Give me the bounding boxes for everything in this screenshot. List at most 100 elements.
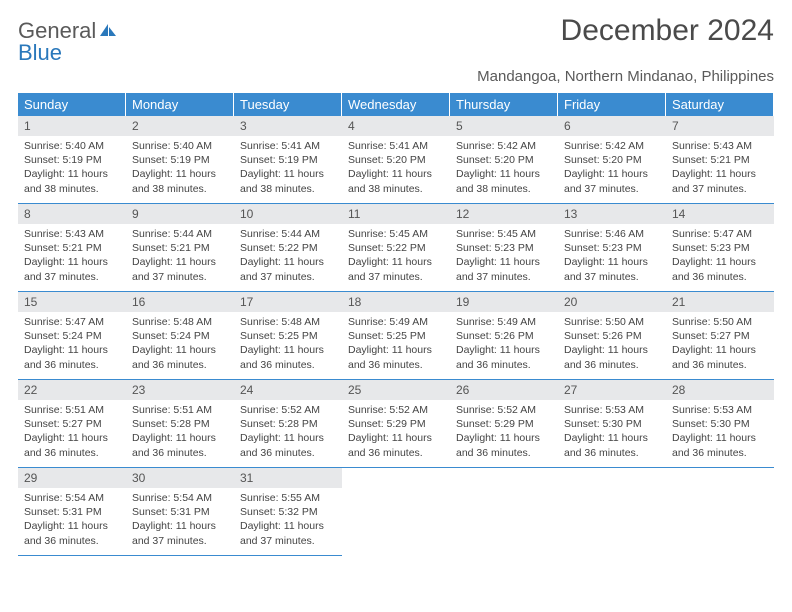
day-number: 19 [450,292,558,312]
calendar-cell: 15Sunrise: 5:47 AMSunset: 5:24 PMDayligh… [18,292,126,380]
sunrise-line: Sunrise: 5:49 AM [456,315,552,329]
sunset-line: Sunset: 5:19 PM [240,153,336,167]
sunrise-line: Sunrise: 5:52 AM [240,403,336,417]
day-details: Sunrise: 5:49 AMSunset: 5:25 PMDaylight:… [342,312,450,378]
sunrise-line: Sunrise: 5:40 AM [132,139,228,153]
day-number: 23 [126,380,234,400]
day-details: Sunrise: 5:53 AMSunset: 5:30 PMDaylight:… [666,400,774,466]
sunrise-line: Sunrise: 5:42 AM [456,139,552,153]
day-details: Sunrise: 5:42 AMSunset: 5:20 PMDaylight:… [558,136,666,202]
day-details: Sunrise: 5:43 AMSunset: 5:21 PMDaylight:… [18,224,126,290]
day-details: Sunrise: 5:54 AMSunset: 5:31 PMDaylight:… [18,488,126,554]
sunrise-line: Sunrise: 5:51 AM [24,403,120,417]
weekday-header: Saturday [666,93,774,116]
daylight-line: Daylight: 11 hours and 36 minutes. [240,343,336,371]
sunset-line: Sunset: 5:23 PM [456,241,552,255]
day-details: Sunrise: 5:46 AMSunset: 5:23 PMDaylight:… [558,224,666,290]
calendar-cell: 6Sunrise: 5:42 AMSunset: 5:20 PMDaylight… [558,116,666,204]
daylight-line: Daylight: 11 hours and 38 minutes. [348,167,444,195]
calendar-cell: 5Sunrise: 5:42 AMSunset: 5:20 PMDaylight… [450,116,558,204]
day-number: 11 [342,204,450,224]
sunset-line: Sunset: 5:21 PM [24,241,120,255]
day-number: 18 [342,292,450,312]
day-number: 22 [18,380,126,400]
calendar-cell: 30Sunrise: 5:54 AMSunset: 5:31 PMDayligh… [126,468,234,556]
calendar-cell: 1Sunrise: 5:40 AMSunset: 5:19 PMDaylight… [18,116,126,204]
day-number: 20 [558,292,666,312]
page-subtitle: Mandangoa, Northern Mindanao, Philippine… [18,68,774,85]
sunrise-line: Sunrise: 5:54 AM [24,491,120,505]
day-number: 27 [558,380,666,400]
sunrise-line: Sunrise: 5:48 AM [132,315,228,329]
sunset-line: Sunset: 5:29 PM [456,417,552,431]
calendar-cell: 19Sunrise: 5:49 AMSunset: 5:26 PMDayligh… [450,292,558,380]
sunset-line: Sunset: 5:20 PM [348,153,444,167]
daylight-line: Daylight: 11 hours and 37 minutes. [132,255,228,283]
sunset-line: Sunset: 5:31 PM [132,505,228,519]
sunrise-line: Sunrise: 5:41 AM [240,139,336,153]
brand-logo: General Blue [18,20,118,64]
sunset-line: Sunset: 5:28 PM [240,417,336,431]
sunset-line: Sunset: 5:25 PM [240,329,336,343]
day-number: 29 [18,468,126,488]
calendar-cell: 3Sunrise: 5:41 AMSunset: 5:19 PMDaylight… [234,116,342,204]
weekday-header: Tuesday [234,93,342,116]
calendar-cell-empty [342,468,450,556]
day-number: 21 [666,292,774,312]
day-details: Sunrise: 5:47 AMSunset: 5:23 PMDaylight:… [666,224,774,290]
sunrise-line: Sunrise: 5:51 AM [132,403,228,417]
weekday-header: Thursday [450,93,558,116]
daylight-line: Daylight: 11 hours and 36 minutes. [24,519,120,547]
day-number: 1 [18,116,126,136]
day-details: Sunrise: 5:55 AMSunset: 5:32 PMDaylight:… [234,488,342,554]
calendar-cell: 28Sunrise: 5:53 AMSunset: 5:30 PMDayligh… [666,380,774,468]
sunrise-line: Sunrise: 5:41 AM [348,139,444,153]
day-number: 3 [234,116,342,136]
calendar-cell-empty [558,468,666,556]
daylight-line: Daylight: 11 hours and 36 minutes. [132,431,228,459]
sunset-line: Sunset: 5:21 PM [132,241,228,255]
daylight-line: Daylight: 11 hours and 36 minutes. [348,431,444,459]
day-number: 8 [18,204,126,224]
sunset-line: Sunset: 5:28 PM [132,417,228,431]
calendar-cell: 26Sunrise: 5:52 AMSunset: 5:29 PMDayligh… [450,380,558,468]
sunset-line: Sunset: 5:20 PM [564,153,660,167]
day-number: 15 [18,292,126,312]
sunset-line: Sunset: 5:30 PM [672,417,768,431]
sunrise-line: Sunrise: 5:54 AM [132,491,228,505]
sunset-line: Sunset: 5:21 PM [672,153,768,167]
weekday-header: Wednesday [342,93,450,116]
day-details: Sunrise: 5:50 AMSunset: 5:27 PMDaylight:… [666,312,774,378]
daylight-line: Daylight: 11 hours and 36 minutes. [456,431,552,459]
calendar-cell: 18Sunrise: 5:49 AMSunset: 5:25 PMDayligh… [342,292,450,380]
weekday-header: Sunday [18,93,126,116]
calendar-cell-empty [450,468,558,556]
sunrise-line: Sunrise: 5:50 AM [564,315,660,329]
daylight-line: Daylight: 11 hours and 37 minutes. [348,255,444,283]
sunset-line: Sunset: 5:26 PM [456,329,552,343]
day-number: 6 [558,116,666,136]
day-details: Sunrise: 5:43 AMSunset: 5:21 PMDaylight:… [666,136,774,202]
sunrise-line: Sunrise: 5:43 AM [672,139,768,153]
sunset-line: Sunset: 5:30 PM [564,417,660,431]
day-details: Sunrise: 5:40 AMSunset: 5:19 PMDaylight:… [126,136,234,202]
day-number: 9 [126,204,234,224]
sunset-line: Sunset: 5:27 PM [672,329,768,343]
sunrise-line: Sunrise: 5:53 AM [672,403,768,417]
daylight-line: Daylight: 11 hours and 38 minutes. [456,167,552,195]
calendar-cell: 20Sunrise: 5:50 AMSunset: 5:26 PMDayligh… [558,292,666,380]
calendar-cell-empty [666,468,774,556]
sunset-line: Sunset: 5:26 PM [564,329,660,343]
daylight-line: Daylight: 11 hours and 38 minutes. [240,167,336,195]
sunset-line: Sunset: 5:27 PM [24,417,120,431]
day-number: 10 [234,204,342,224]
day-number: 4 [342,116,450,136]
day-details: Sunrise: 5:41 AMSunset: 5:19 PMDaylight:… [234,136,342,202]
sunrise-line: Sunrise: 5:52 AM [456,403,552,417]
day-details: Sunrise: 5:53 AMSunset: 5:30 PMDaylight:… [558,400,666,466]
day-details: Sunrise: 5:48 AMSunset: 5:24 PMDaylight:… [126,312,234,378]
brand-name-2: Blue [18,40,62,65]
day-details: Sunrise: 5:54 AMSunset: 5:31 PMDaylight:… [126,488,234,554]
calendar-cell: 12Sunrise: 5:45 AMSunset: 5:23 PMDayligh… [450,204,558,292]
day-details: Sunrise: 5:51 AMSunset: 5:28 PMDaylight:… [126,400,234,466]
